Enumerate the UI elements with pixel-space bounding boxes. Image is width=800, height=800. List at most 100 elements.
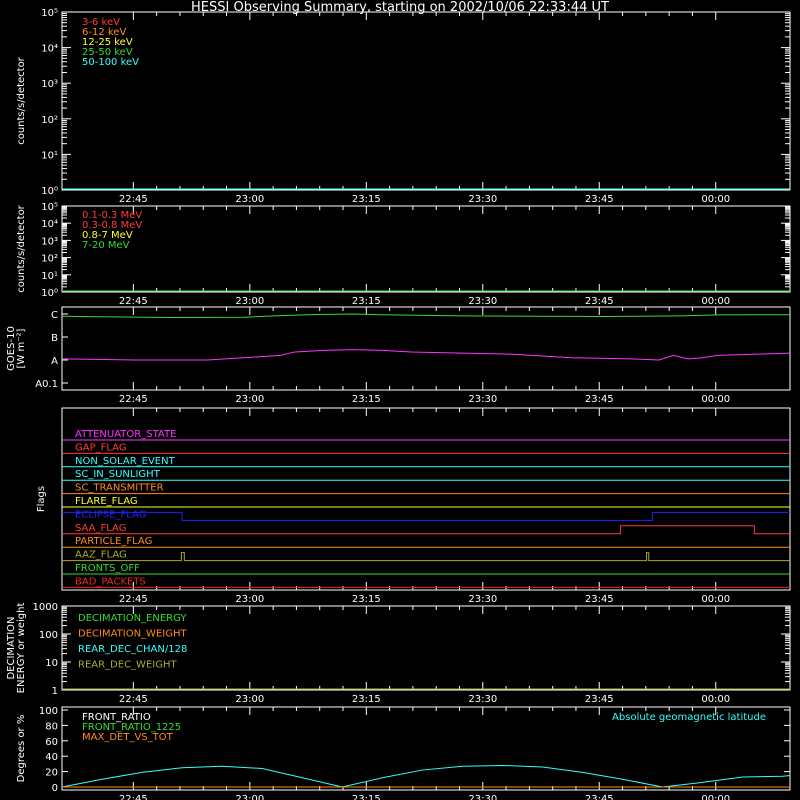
high-energy-time-label: 23:30 [468,296,497,307]
low-energy-ytick-label: 10⁴ [41,44,58,55]
decimation-ylabel: DECIMATION [6,616,17,679]
flags-frame [61,407,791,591]
high-energy-legend-item: 7-20 MeV [82,240,130,251]
flags-ylabel: Flags [36,486,47,512]
low-energy-legend-item: 25-50 keV [82,47,133,58]
decimation-ytick-label: 1 [52,686,58,697]
ratios-ytick-label: 0 [52,783,58,794]
flags-time-label: 23:00 [235,594,264,605]
low-energy-ytick-label: 10³ [41,79,58,90]
goes-series-line [61,313,791,318]
ratios-right-label: Absolute geomagnetic latitude [612,712,766,723]
high-energy-legend-item: 0.1-0.3 MeV [82,210,142,221]
flag-label: AAZ_FLAG [75,550,127,561]
low-energy-ytick-label: 10⁰ [41,186,58,197]
decimation-ytick-label: 10 [45,658,58,669]
ratios-ytick-label: 80 [45,721,58,732]
low-energy-ytick-label: 10⁵ [41,8,58,19]
low-energy-legend-item: 3-6 keV [82,17,120,28]
flags-time-label: 00:00 [701,594,730,605]
goes-time-label: 23:15 [352,394,381,405]
low-energy-frame [61,11,791,191]
decimation-ylabel: ENERGY or weight [16,603,27,694]
decimation-legend-item: REAR_DEC_CHAN/128 [78,644,187,655]
low-energy-ytick-label: 10² [41,115,58,126]
ratios-ytick-label: 100 [39,706,58,717]
goes-time-label: 23:00 [235,394,264,405]
plot-title: HESSI Observing Summary, starting on 200… [191,0,609,15]
goes-series-line [61,349,791,361]
high-energy-time-label: 23:00 [235,296,264,307]
decimation-legend-item: DECIMATION_ENERGY [78,613,187,624]
decimation-ytick-label: 100 [39,630,58,641]
goes-ylabel: [W m⁻²] [16,328,27,368]
low-energy-legend-item: 12-25 keV [82,37,133,48]
goes-ytick-label: B [51,333,58,344]
high-energy-ytick-label: 10¹ [41,271,58,282]
goes-ylabel: GOES-10 [6,326,17,371]
low-energy-time-label: 00:00 [701,194,730,205]
ratios-ytick-label: 40 [45,752,58,763]
flag-label: ECLIPSE_FLAG [75,509,146,520]
ratios-time-label: 23:45 [585,794,614,800]
decimation-ytick-label: 1000 [33,602,58,613]
flag-label: PARTICLE_FLAG [75,536,152,547]
flag-line [62,552,790,562]
ratios-time-label: 23:00 [235,794,264,800]
flag-label: SC_TRANSMITTER [75,483,164,494]
high-energy-time-label: 23:15 [352,296,381,307]
decimation-time-label: 23:45 [585,694,614,705]
flags-time-label: 22:45 [119,594,148,605]
flag-label: NON_SOLAR_EVENT [75,456,176,467]
ratios-series-line [61,764,791,788]
high-energy-ytick-label: 10⁵ [41,202,58,213]
flags-time-label: 23:30 [468,594,497,605]
ratios-legend-item: MAX_DET_VS_TOT [82,732,174,743]
ratios-time-label: 23:30 [468,794,497,800]
high-energy-frame [61,205,791,293]
decimation-time-label: 23:00 [235,694,264,705]
goes-time-label: 23:45 [585,394,614,405]
ratios-time-label: 23:15 [352,794,381,800]
flag-label: SAA_FLAG [75,523,126,534]
high-energy-ylabel: counts/s/detector [16,204,27,292]
flag-label: SC_IN_SUNLIGHT [75,469,161,480]
high-energy-ytick-label: 10⁰ [41,288,58,299]
high-energy-legend-item: 0.8-7 MeV [82,230,133,241]
low-energy-time-label: 23:30 [468,194,497,205]
goes-time-label: 00:00 [701,394,730,405]
high-energy-time-label: 22:45 [119,296,148,307]
decimation-legend-item: DECIMATION_WEIGHT [78,629,187,640]
decimation-time-label: 00:00 [701,694,730,705]
high-energy-ytick-label: 10² [41,254,58,265]
goes-time-label: 22:45 [119,394,148,405]
goes-frame [61,306,791,391]
goes-ytick-label: C [51,310,58,321]
ratios-time-label: 00:00 [701,794,730,800]
ratios-time-label: 22:45 [119,794,148,800]
low-energy-legend-item: 6-12 keV [82,27,126,38]
flag-label: GAP_FLAG [75,442,127,453]
decimation-time-label: 23:30 [468,694,497,705]
flag-line [62,511,790,521]
high-energy-time-label: 00:00 [701,296,730,307]
high-energy-legend-item: 0.3-0.8 MeV [82,220,142,231]
ratios-legend-item: FRONT_RATIO [82,712,151,723]
low-energy-legend-item: 50-100 keV [82,57,139,68]
flag-line [62,525,790,535]
goes-ytick-label: A [51,356,58,367]
high-energy-ytick-label: 10³ [41,236,58,247]
flags-time-label: 23:45 [585,594,614,605]
decimation-time-label: 22:45 [119,694,148,705]
ratios-legend-item: FRONT_RATIO_1225 [82,722,181,733]
decimation-time-label: 23:15 [352,694,381,705]
ratios-ytick-label: 20 [45,768,58,779]
goes-time-label: 23:30 [468,394,497,405]
decimation-frame [61,605,791,691]
low-energy-time-label: 23:00 [235,194,264,205]
low-energy-ylabel: counts/s/detector [16,56,27,144]
low-energy-time-label: 23:15 [352,194,381,205]
ratios-frame [61,706,791,791]
ratios-ytick-label: 60 [45,737,58,748]
